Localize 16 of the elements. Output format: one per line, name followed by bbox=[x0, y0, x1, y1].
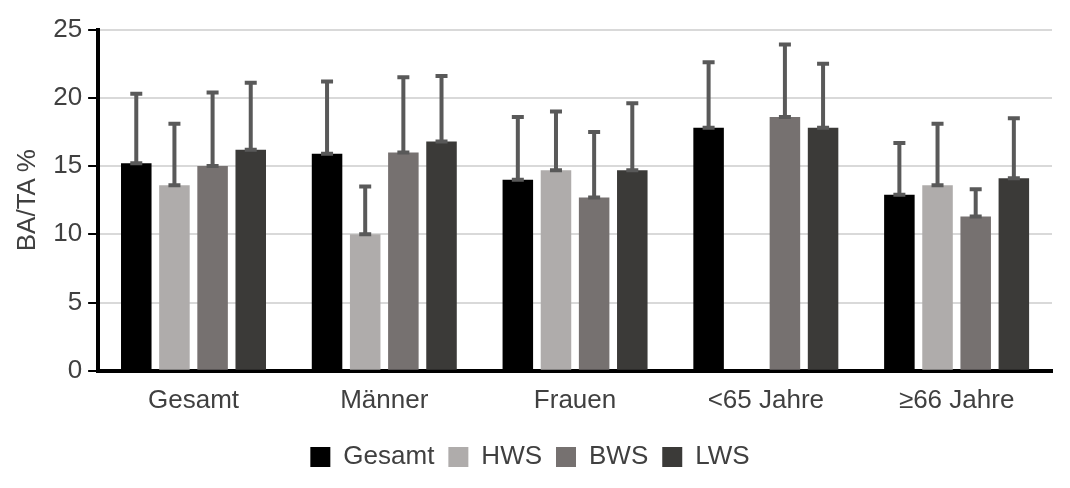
y-tick-label: 10 bbox=[53, 217, 83, 248]
legend-label: LWS bbox=[695, 440, 750, 471]
x-tick-label: Gesamt bbox=[147, 383, 240, 414]
legend-label: Gesamt bbox=[343, 440, 436, 471]
x-tick-label: <65 Jahre bbox=[707, 383, 825, 414]
legend-label: BWS bbox=[589, 440, 649, 471]
x-tick-label: Frauen bbox=[533, 383, 617, 414]
y-axis-title: BA/TA % bbox=[10, 149, 41, 252]
y-tick-label: 25 bbox=[53, 12, 83, 43]
y-tick-label: 15 bbox=[53, 149, 83, 180]
y-tick-label: 5 bbox=[67, 285, 83, 316]
x-tick-label: Männer bbox=[340, 383, 429, 414]
x-tick-label: ≥66 Jahre bbox=[898, 383, 1015, 414]
y-tick-label: 20 bbox=[53, 81, 83, 112]
y-tick-label: 0 bbox=[67, 353, 83, 384]
legend-label: HWS bbox=[481, 440, 543, 471]
